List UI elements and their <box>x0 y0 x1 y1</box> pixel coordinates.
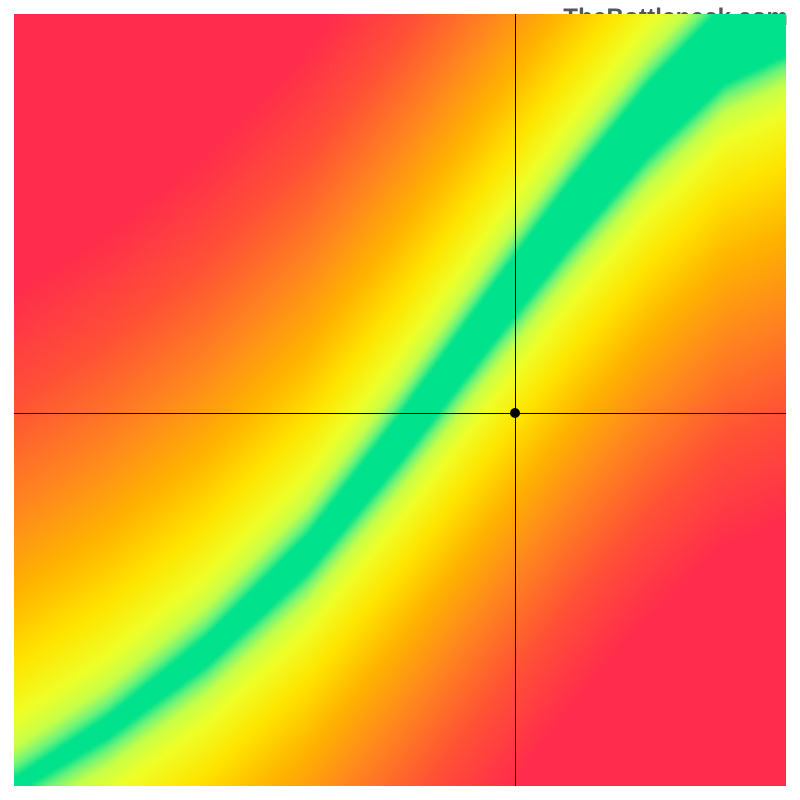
selection-dot <box>510 408 520 418</box>
crosshair-vertical <box>515 14 516 786</box>
plot-area <box>14 14 786 786</box>
figure-container: TheBottleneck.com <box>0 0 800 800</box>
crosshair-horizontal <box>14 413 786 414</box>
heatmap-canvas <box>14 14 786 786</box>
